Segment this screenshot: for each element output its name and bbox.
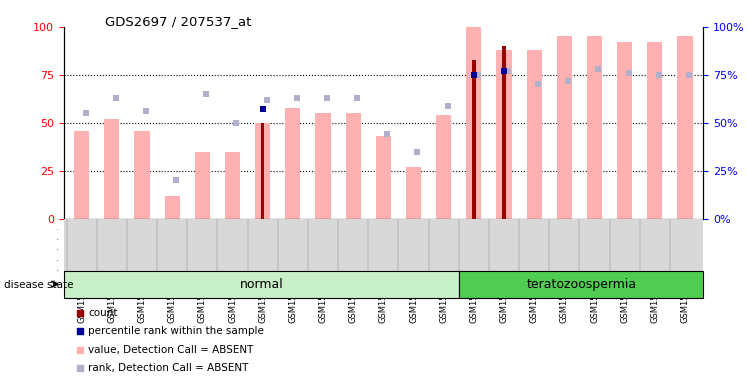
Point bbox=[291, 95, 303, 101]
Bar bbox=[346, 113, 361, 219]
Bar bbox=[135, 131, 150, 219]
Bar bbox=[436, 115, 451, 219]
Point bbox=[683, 72, 695, 78]
Bar bbox=[194, 152, 210, 219]
Point bbox=[472, 72, 484, 78]
Bar bbox=[678, 36, 693, 219]
Text: count: count bbox=[88, 308, 117, 318]
Point bbox=[502, 68, 514, 74]
Point bbox=[498, 68, 510, 74]
Bar bbox=[74, 131, 89, 219]
Text: teratozoospermia: teratozoospermia bbox=[527, 278, 637, 291]
Text: GDS2697 / 207537_at: GDS2697 / 207537_at bbox=[105, 15, 251, 28]
Point bbox=[260, 97, 272, 103]
Point bbox=[468, 72, 479, 78]
Text: value, Detection Call = ABSENT: value, Detection Call = ABSENT bbox=[88, 345, 254, 355]
FancyBboxPatch shape bbox=[459, 271, 703, 298]
Point bbox=[75, 347, 87, 353]
Bar bbox=[502, 46, 506, 219]
Text: rank, Detection Call = ABSENT: rank, Detection Call = ABSENT bbox=[88, 363, 248, 373]
Bar bbox=[617, 42, 632, 219]
Point bbox=[592, 66, 604, 72]
Bar bbox=[104, 119, 120, 219]
Bar bbox=[285, 108, 301, 219]
Bar bbox=[587, 36, 602, 219]
Point bbox=[75, 310, 87, 316]
Bar bbox=[225, 152, 240, 219]
Point bbox=[230, 120, 242, 126]
Bar bbox=[466, 27, 482, 219]
Bar bbox=[557, 36, 572, 219]
Point bbox=[75, 365, 87, 371]
Point bbox=[441, 103, 453, 109]
Point bbox=[411, 149, 423, 155]
Point bbox=[653, 72, 665, 78]
Point bbox=[351, 95, 363, 101]
Point bbox=[257, 106, 269, 113]
Point bbox=[532, 81, 544, 88]
Point bbox=[79, 110, 91, 116]
Point bbox=[170, 177, 182, 184]
Text: percentile rank within the sample: percentile rank within the sample bbox=[88, 326, 264, 336]
Point bbox=[622, 70, 634, 76]
Point bbox=[381, 131, 393, 137]
Text: normal: normal bbox=[239, 278, 283, 291]
Bar bbox=[165, 196, 180, 219]
Point bbox=[110, 95, 122, 101]
Point bbox=[75, 328, 87, 334]
Bar bbox=[497, 50, 512, 219]
Bar bbox=[375, 136, 391, 219]
Point bbox=[140, 108, 152, 114]
Text: disease state: disease state bbox=[4, 280, 73, 290]
Bar bbox=[261, 123, 265, 219]
FancyBboxPatch shape bbox=[64, 271, 459, 298]
Bar bbox=[472, 60, 476, 219]
Bar bbox=[316, 113, 331, 219]
Point bbox=[321, 95, 333, 101]
Bar bbox=[647, 42, 663, 219]
Bar bbox=[527, 50, 542, 219]
Point bbox=[200, 91, 212, 97]
Bar bbox=[406, 167, 421, 219]
Point bbox=[562, 78, 574, 84]
Bar bbox=[255, 123, 270, 219]
